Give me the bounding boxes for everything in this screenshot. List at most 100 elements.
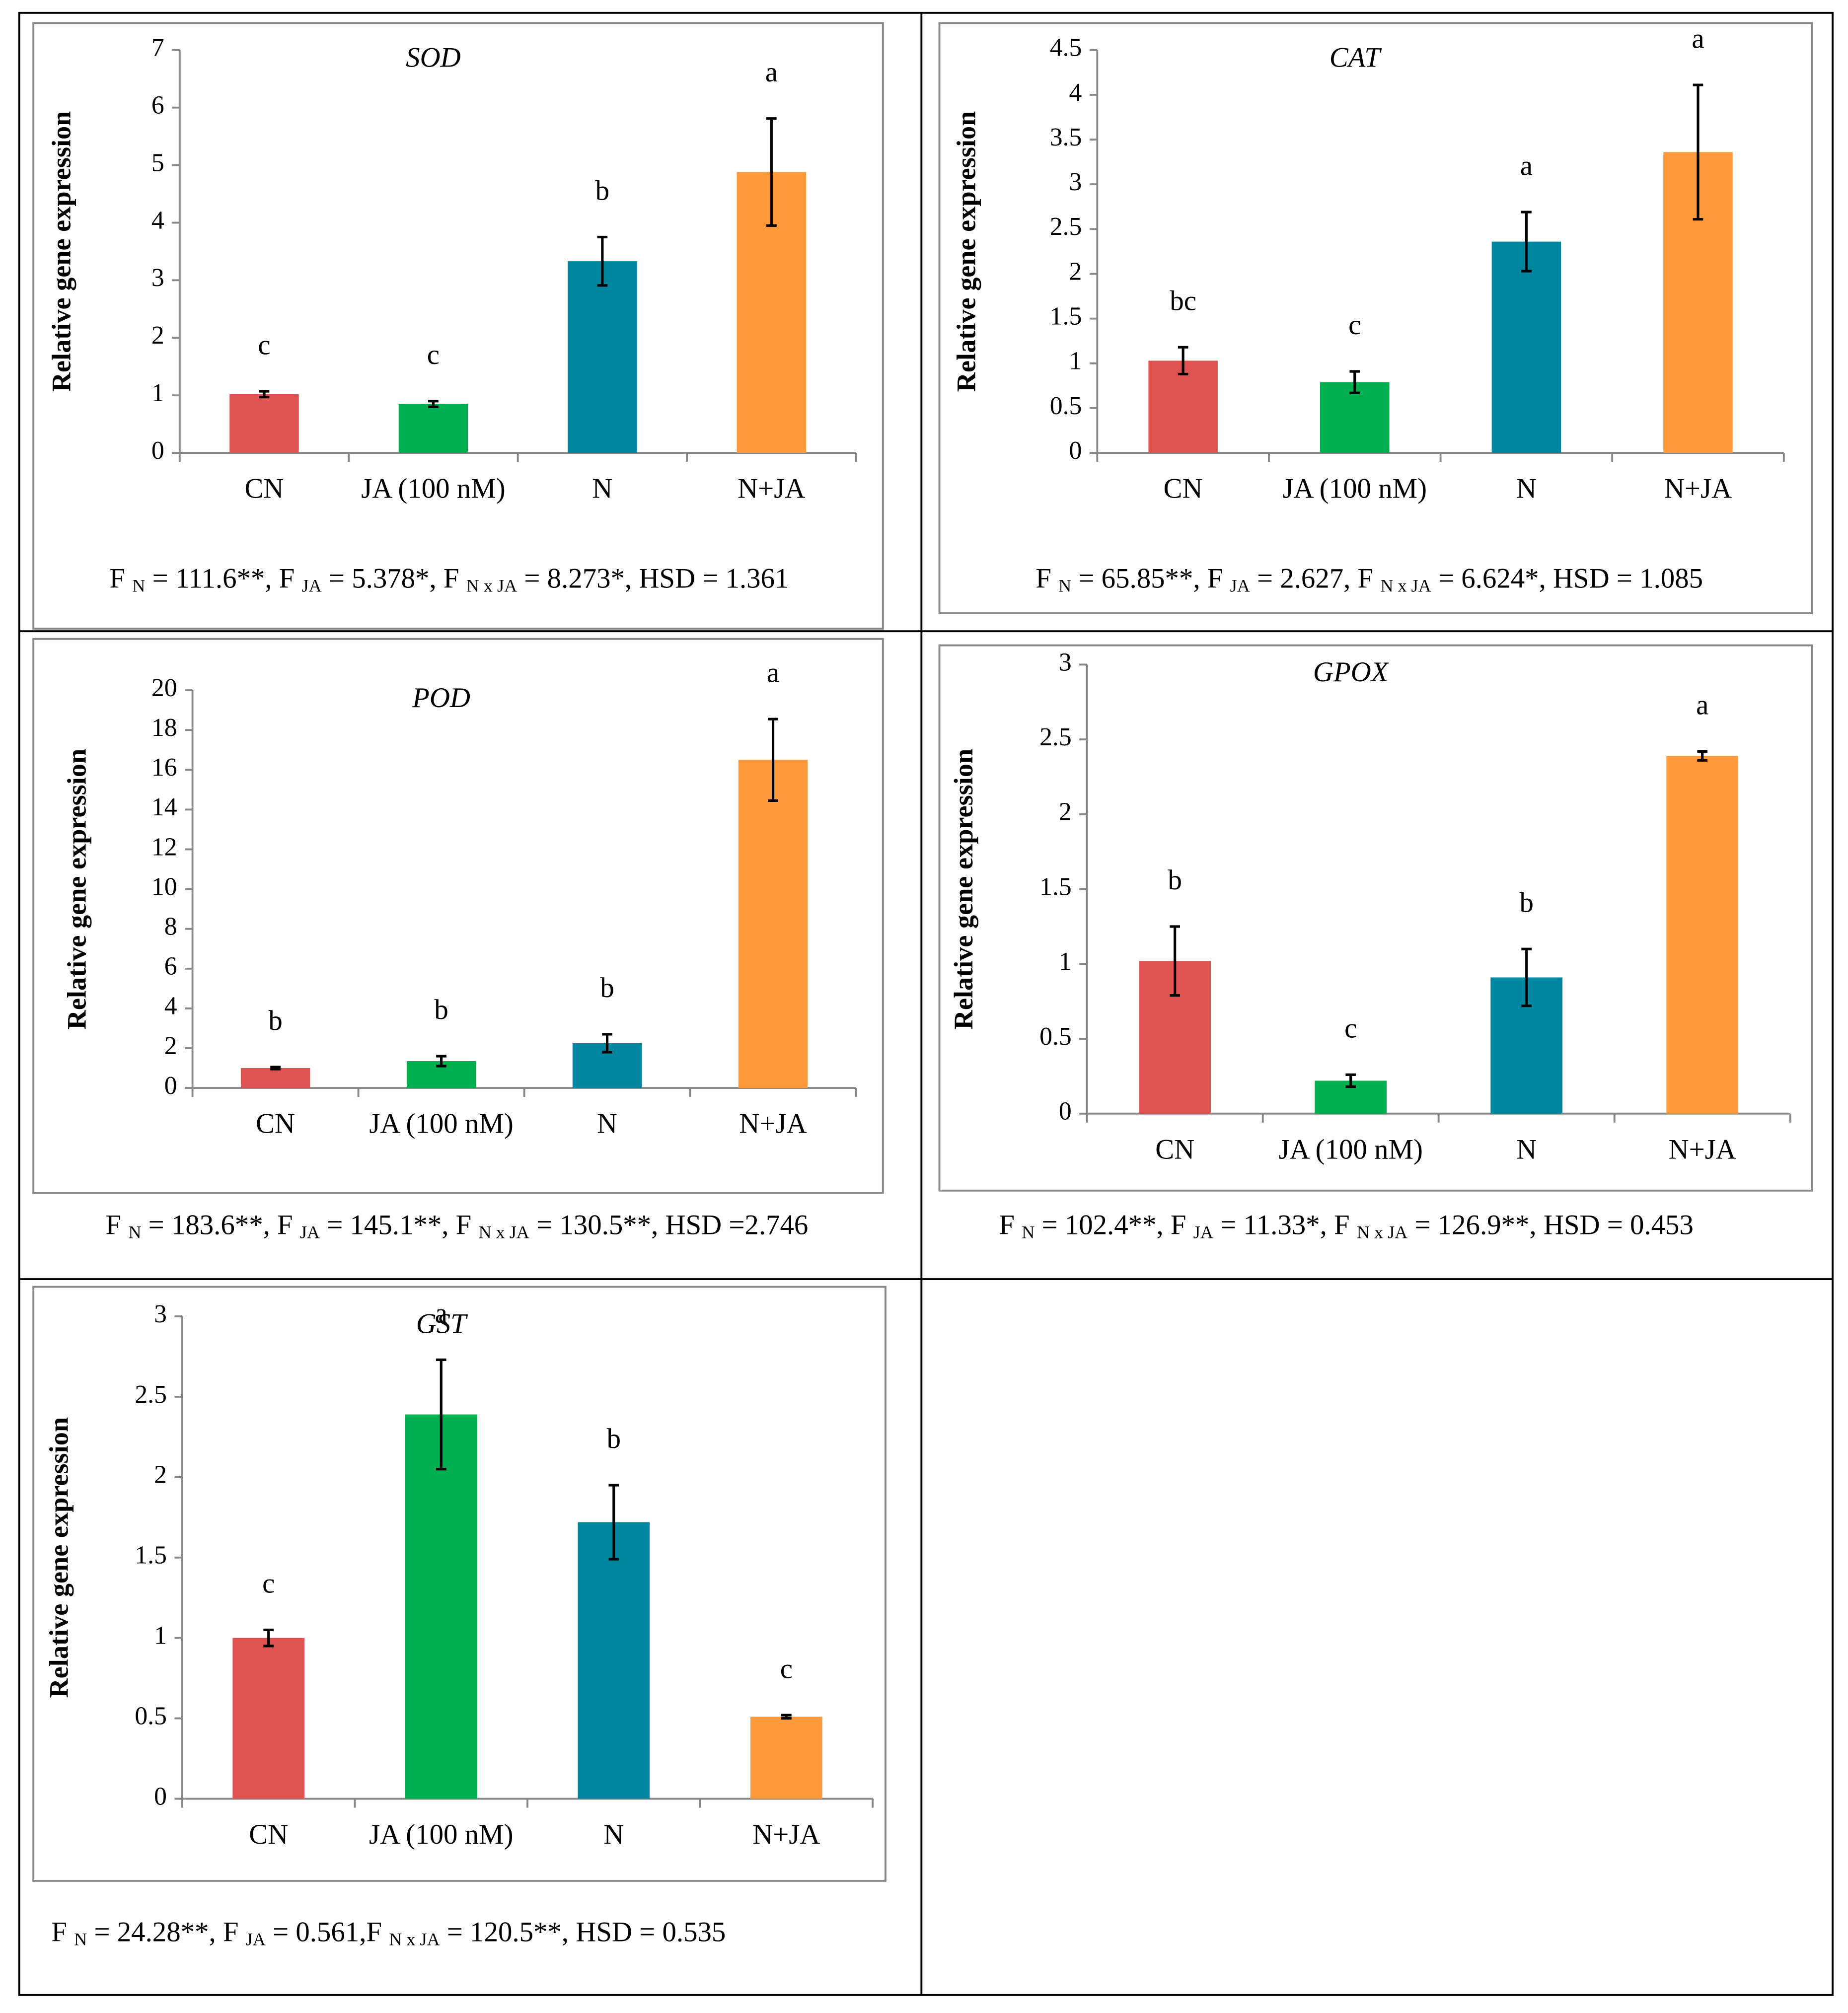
x-tick-label: CN [245,473,284,504]
y-axis-label: Relative gene expression [62,749,92,1030]
y-tick-label: 6 [164,952,177,981]
bar [738,760,808,1088]
y-tick-label: 18 [151,714,177,742]
chart: 0 2 4 6 8 10 12 14 16 18 20 POD Relative gene expres… [32,638,884,1242]
error-bar [270,1066,281,1071]
y-tick-label: 1 [1069,347,1082,375]
stats-part: F [1035,563,1058,594]
x-tick-label: N+JA [1664,473,1732,504]
stats-part: = 0.561,F [266,1916,389,1947]
error-bar [1345,1073,1356,1088]
y-tick-label: 12 [151,833,177,861]
stats-part: = 8.273*, HSD = 1.361 [517,563,789,594]
significance-letter: c [1348,309,1361,341]
stats-part: = 120.5**, HSD = 0.535 [440,1916,726,1947]
y-tick-label: 5 [151,148,164,177]
y-tick-label: 7 [151,34,164,62]
significance-letter: b [434,994,448,1025]
x-tick-label: CN [1155,1134,1194,1165]
stats-part: = 130.5**, HSD =2.746 [529,1210,808,1241]
stats-subscript: JA [300,1222,320,1242]
y-tick-label: 8 [164,913,177,941]
error-bar [1178,346,1188,376]
x-tick-label: N [592,473,612,504]
x-tick-label: N+JA [752,1819,820,1850]
x-tick-label: N+JA [1669,1134,1736,1165]
bar [229,394,299,453]
stats-part: F [51,1916,74,1947]
stats-part: = 126.9**, HSD = 0.453 [1407,1210,1694,1241]
chart-frame [32,1286,887,1882]
error-bar [1521,211,1532,273]
y-tick-label: 0 [164,1072,177,1100]
bar [240,1068,310,1088]
stats-part: = 5.378*, F [322,563,466,594]
stats-text: F N = 183.6**, F JA = 145.1**, F N x JA … [106,1210,809,1242]
significance-letter: b [595,175,609,207]
error-bar [1170,925,1181,997]
chart: 0 0.5 1 1.5 2 2.5 3 GPOX Relative gene expressio… [938,644,1813,1242]
significance-letter: c [427,339,440,370]
error-bar [602,1033,612,1054]
stats-subscript: N x JA [466,576,517,596]
stats-subscript: JA [302,576,322,596]
stats-part: = 24.28**, F [87,1916,245,1947]
stats-subscript: JA [1230,576,1250,596]
y-tick-label: 3 [1069,168,1082,196]
y-tick-label: 2 [164,1032,177,1060]
x-tick-label: JA (100 nM) [369,1108,513,1140]
x-tick-label: JA (100 nM) [369,1819,513,1850]
significance-letter: b [1519,887,1533,918]
y-tick-label: 3 [154,1300,167,1328]
chart-title: GST [416,1308,468,1340]
chart-title: SOD [406,42,461,73]
significance-letter: b [1168,864,1182,896]
stats-subscript: N [1058,576,1071,596]
error-bar [428,400,439,408]
x-tick-label: CN [1164,473,1203,504]
stats-part: = 6.624*, HSD = 1.085 [1431,563,1703,594]
chart-frame [32,638,884,1194]
significance-letter: a [767,657,779,688]
stats-subscript: N x JA [1357,1222,1407,1242]
x-tick-label: N [1516,1134,1537,1165]
y-tick-label: 0 [1069,436,1082,465]
chart-title: GPOX [1313,656,1390,688]
stats-text: F N = 24.28**, F JA = 0.561,F N x JA = 1… [51,1916,726,1949]
chart-frame [938,22,1813,614]
x-tick-label: N [597,1108,617,1140]
bar [568,261,637,453]
chart: 0 1 2 3 4 5 6 7 SOD Relative gene expression c CN c J… [32,22,884,630]
error-bar [608,1484,619,1561]
x-tick-label: N [1516,473,1537,504]
y-axis-label: Relative gene expression [44,1417,74,1698]
error-bar [1693,83,1703,221]
bar [1491,241,1561,453]
y-axis-label: Relative gene expression [949,749,978,1030]
y-tick-label: 3 [1059,648,1072,676]
stats-subscript: JA [1193,1222,1213,1242]
y-tick-label: 1.5 [1039,872,1072,901]
stats-part: = 11.33*, F [1213,1210,1357,1241]
significance-letter: c [262,1568,275,1599]
stats-part: = 2.627, F [1250,563,1381,594]
y-tick-label: 3 [151,264,164,292]
bar [750,1717,822,1799]
error-bar [1697,750,1708,762]
y-tick-label: 2 [154,1461,167,1489]
stats-subscript: JA [246,1930,266,1949]
error-bar [1521,947,1532,1007]
stats-part: = 111.6**, F [145,563,301,594]
stats-subscript: N x JA [478,1222,529,1242]
stats-part: F [999,1210,1022,1241]
stats-part: = 102.4**, F [1035,1210,1193,1241]
y-tick-label: 0 [1059,1097,1072,1126]
error-bar [263,1628,274,1648]
y-tick-label: 14 [151,793,177,821]
stats-part: F [109,563,132,594]
significance-letter: a [1520,150,1533,181]
x-tick-label: JA (100 nM) [1283,473,1427,504]
chart: 0 0.5 1 1.5 2 2.5 3 GST Relative gene expression… [32,1286,887,1949]
